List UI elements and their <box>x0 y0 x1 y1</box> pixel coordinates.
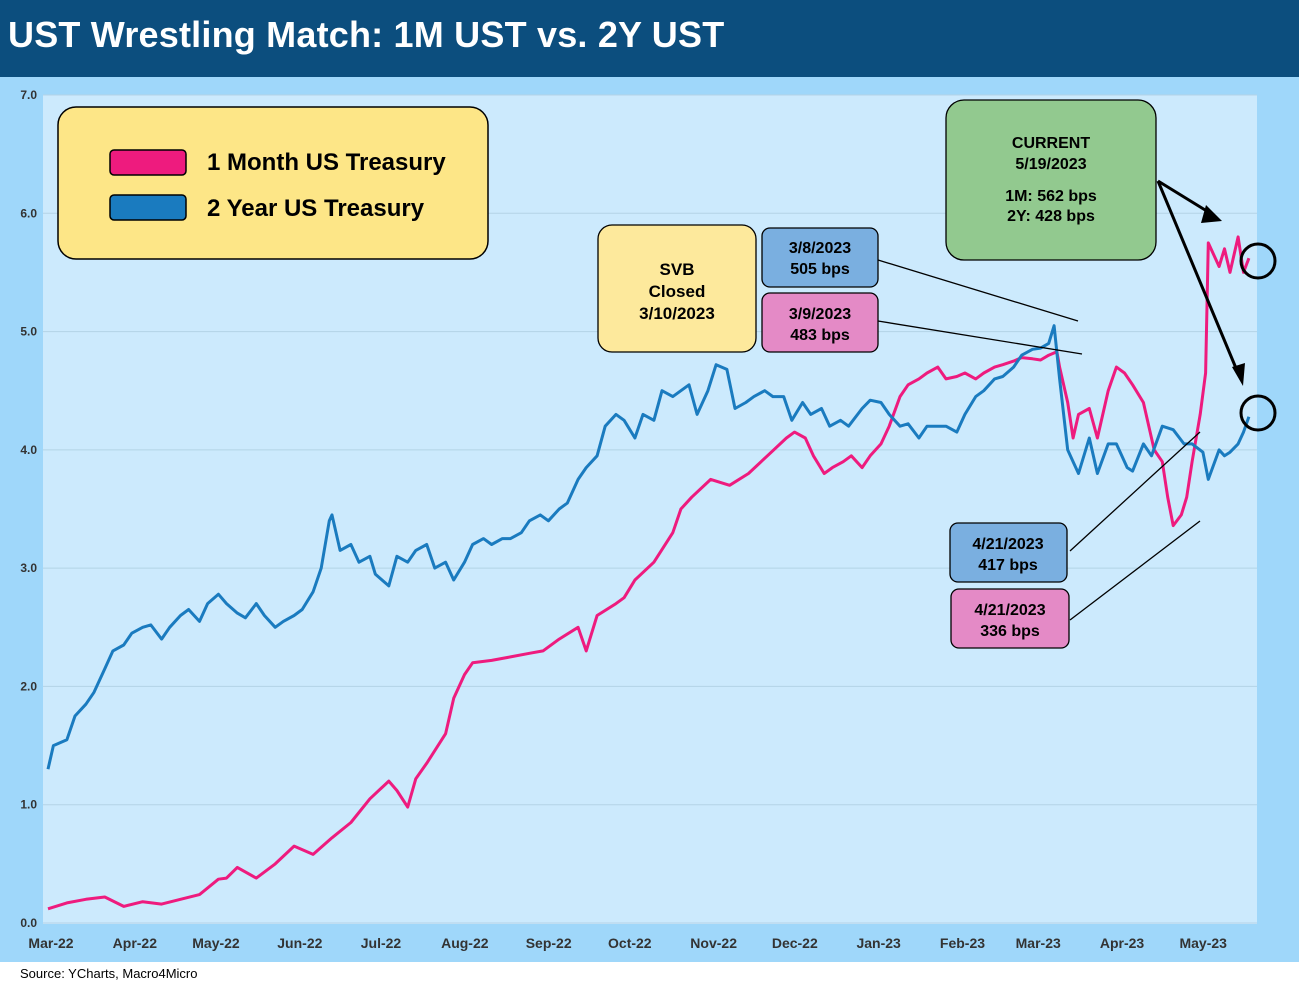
legend-label-1m: 1 Month US Treasury <box>207 149 446 176</box>
y-tick-label: 1.0 <box>20 798 37 812</box>
legend-swatch-2y <box>109 194 187 221</box>
y-tick-label: 6.0 <box>20 206 37 220</box>
x-tick-label: Aug-22 <box>441 935 489 951</box>
svb-line3: 3/10/2023 <box>639 304 715 323</box>
trough-2y-value: 417 bps <box>978 557 1038 574</box>
trough-2y-callout: 4/21/2023 417 bps <box>949 522 1068 583</box>
x-tick-label: May-22 <box>192 935 240 951</box>
current-line1: CURRENT <box>1012 135 1090 152</box>
svb-line2: Closed <box>649 282 706 301</box>
annotation-leaders <box>877 259 1201 621</box>
x-tick-label: Feb-23 <box>940 935 985 951</box>
x-tick-label: Dec-22 <box>772 935 818 951</box>
x-tick-label: Nov-22 <box>690 935 737 951</box>
current-callout: CURRENT 5/19/2023 1M: 562 bps 2Y: 428 bp… <box>945 99 1157 261</box>
x-tick-label: Sep-22 <box>526 935 572 951</box>
y-tick-label: 2.0 <box>20 679 37 693</box>
peak-2y-value: 505 bps <box>790 261 850 278</box>
svb-box <box>597 224 757 353</box>
leader-line-2y-peak <box>877 259 1079 322</box>
current-line2: 5/19/2023 <box>1015 156 1086 173</box>
y-tick-label: 4.0 <box>20 443 37 457</box>
x-tick-label: Jul-22 <box>361 935 402 951</box>
chart-frame: 0.0 1.0 2.0 3.0 4.0 5.0 6.0 7.0 Mar-22 Apr-22 May… <box>0 77 1299 962</box>
y-tick-label: 3.0 <box>20 561 37 575</box>
trough-1m-callout: 4/21/2023 336 bps <box>950 588 1070 649</box>
x-tick-label: Oct-22 <box>608 935 652 951</box>
chart-title: UST Wrestling Match: 1M UST vs. 2Y UST <box>8 14 725 55</box>
y-tick-label: 7.0 <box>20 88 37 102</box>
x-tick-label: Mar-22 <box>28 935 73 951</box>
peak-1m-value: 483 bps <box>790 327 850 344</box>
x-tick-label: Apr-23 <box>1100 935 1145 951</box>
title-bar: UST Wrestling Match: 1M UST vs. 2Y UST <box>0 0 1299 77</box>
y-axis: 0.0 1.0 2.0 3.0 4.0 5.0 6.0 7.0 <box>20 88 37 930</box>
source-note: Source: YCharts, Macro4Micro <box>20 966 198 981</box>
trough-1m-value: 336 bps <box>980 623 1040 640</box>
y-tick-label: 5.0 <box>20 325 37 339</box>
trough-1m-box <box>950 588 1070 649</box>
x-tick-label: Mar-23 <box>1016 935 1061 951</box>
series-line-2y <box>46 324 1251 770</box>
arrow-to-1m <box>1157 179 1211 215</box>
current-box <box>945 99 1157 261</box>
x-tick-label: Jun-22 <box>277 935 322 951</box>
trough-2y-date: 4/21/2023 <box>972 536 1043 553</box>
legend-label-2y: 2 Year US Treasury <box>207 195 425 222</box>
trough-2y-box <box>949 522 1068 583</box>
current-arrows <box>1156 179 1240 374</box>
svb-callout: SVB Closed 3/10/2023 <box>597 224 757 353</box>
current-line3: 1M: 562 bps <box>1005 188 1097 205</box>
peak-1m-date: 3/9/2023 <box>789 306 851 323</box>
y-tick-label: 0.0 <box>20 916 37 930</box>
series-line-1m <box>47 235 1251 911</box>
current-2y-circle <box>1239 394 1277 432</box>
x-tick-label: May-23 <box>1179 935 1227 951</box>
x-axis: Mar-22 Apr-22 May-22 Jun-22 Jul-22 Aug-22 Sep-… <box>28 935 1227 951</box>
legend: 1 Month US Treasury 2 Year US Treasury <box>57 106 489 260</box>
leader-line-2y-trough <box>1069 431 1201 552</box>
peak-1m-callout: 3/9/2023 483 bps <box>761 292 879 353</box>
arrowhead-2y <box>1232 363 1245 386</box>
leader-line-1m-peak <box>877 320 1083 355</box>
arrowhead-1m <box>1201 205 1222 223</box>
peak-1m-box <box>761 292 879 353</box>
svb-line1: SVB <box>660 260 695 279</box>
peak-2y-box <box>761 227 879 288</box>
current-1m-circle <box>1239 242 1277 280</box>
series-lines <box>46 235 1251 911</box>
peak-2y-date: 3/8/2023 <box>789 240 851 257</box>
current-line4: 2Y: 428 bps <box>1007 208 1095 225</box>
arrow-to-2y <box>1156 180 1240 374</box>
peak-2y-callout: 3/8/2023 505 bps <box>761 227 879 288</box>
x-tick-label: Apr-22 <box>113 935 158 951</box>
leader-line-1m-trough <box>1069 520 1201 621</box>
x-tick-label: Jan-23 <box>856 935 901 951</box>
line-chart: 0.0 1.0 2.0 3.0 4.0 5.0 6.0 7.0 Mar-22 Apr-22 May… <box>20 88 1277 951</box>
trough-1m-date: 4/21/2023 <box>974 602 1045 619</box>
legend-swatch-1m <box>109 149 187 176</box>
legend-box <box>57 106 489 260</box>
